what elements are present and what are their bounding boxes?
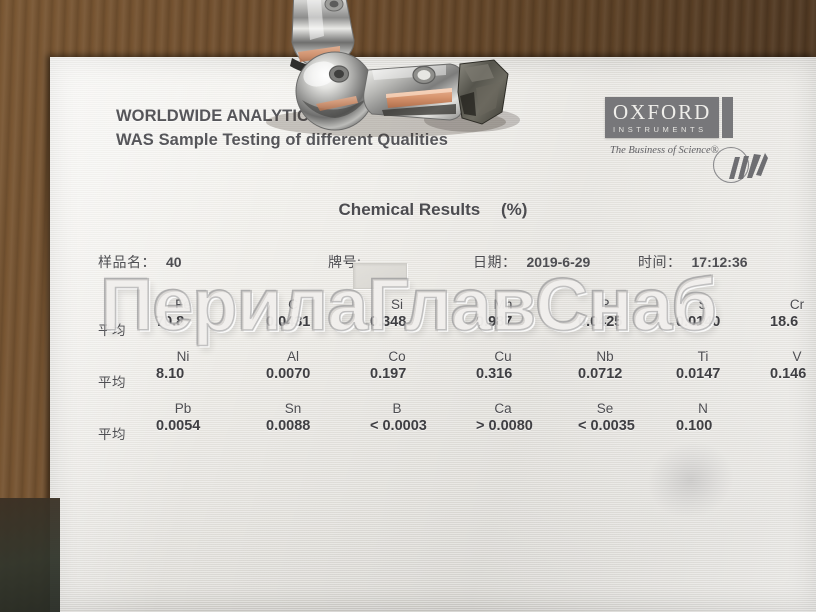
element-value: 0.348 (370, 314, 407, 330)
result-cell: Nb 0.0712 (578, 349, 670, 382)
result-row: 平均 Pb 0.0054 Sn 0.0088 B < 0.0003 Ca > 0… (98, 401, 810, 453)
result-cell: S 0.0140 (676, 297, 768, 330)
element-value: 0.0088 (266, 418, 311, 434)
row-average-label: 平均 (98, 323, 126, 338)
document-header: WORLDWIDE ANALYTICAL SY WAS Sample Testi… (116, 105, 448, 153)
result-cell: Pb 0.0054 (156, 401, 248, 434)
element-symbol: Ca (494, 401, 512, 416)
results-title-text: Chemical Results (338, 200, 481, 219)
meta-sample-name: 样品名： 40 (98, 252, 182, 272)
logo-box: OXFORD INSTRUMENTS (605, 97, 765, 138)
element-value: 0.316 (476, 366, 513, 382)
element-symbol: N (698, 401, 708, 416)
result-cell: N 0.100 (676, 401, 768, 434)
result-row: 平均 Ni 8.10 Al 0.0070 Co 0.197 Cu 0.316 (98, 349, 810, 401)
element-symbol: V (792, 349, 802, 364)
element-value: 0.987 (476, 314, 513, 330)
element-value: 0.0147 (676, 366, 721, 382)
element-symbol: Cr (789, 297, 805, 312)
meta-date-label: 日期： (473, 254, 517, 270)
header-line-2: WAS Sample Testing of different Qualitie… (116, 130, 449, 149)
element-value: < 0.0035 (578, 418, 635, 434)
meta-grade-label: 牌号: (328, 254, 362, 270)
sample-clamp-object (266, 0, 520, 137)
result-cell: Al 0.0070 (266, 349, 358, 382)
result-cell: Ti 0.0147 (676, 349, 768, 382)
result-cell: Se < 0.0035 (578, 401, 670, 434)
result-cell: Sn 0.0088 (266, 401, 358, 434)
chemical-results-grid: 平均 Fe 70.8 C 0.0431 Si 0.348 Mn 0.987 (98, 297, 810, 453)
result-cell: P 0.0425 (578, 297, 670, 330)
element-symbol: Ti (697, 349, 709, 364)
meta-sample-label: 样品名： (98, 254, 156, 270)
logo-brand-subtext: INSTRUMENTS (613, 125, 707, 134)
element-value: 0.0712 (578, 366, 623, 382)
result-cell: Co 0.197 (370, 349, 462, 382)
element-symbol: Nb (596, 349, 614, 364)
element-value: 0.0070 (266, 366, 311, 382)
element-value: 70.8 (156, 314, 185, 330)
result-cell: Cr 18.6 (770, 297, 816, 330)
element-value: 0.0054 (156, 418, 201, 434)
element-symbol: C (288, 297, 298, 312)
meta-time-label: 时间： (638, 254, 682, 270)
sample-meta-row: 样品名： 40 牌号: 日期： 2019-6-29 时间： 17:12:36 (98, 252, 798, 276)
result-cell: C 0.0431 (266, 297, 358, 330)
element-symbol: Se (596, 401, 614, 416)
element-value: 0.100 (676, 418, 713, 434)
row-average-label: 平均 (98, 375, 126, 390)
element-value: 0.0431 (266, 314, 311, 330)
meta-date-value: 2019-6-29 (526, 254, 591, 270)
row-average-label: 平均 (98, 427, 126, 442)
element-value: 18.6 (770, 314, 799, 330)
result-cell: Fe 70.8 (156, 297, 248, 330)
meta-time-value: 17:12:36 (691, 254, 748, 270)
logo-tagline: The Business of Science® (610, 144, 719, 156)
element-value: 0.197 (370, 366, 407, 382)
result-cell: Si 0.348 (370, 297, 462, 330)
was-logo-icon (712, 146, 768, 184)
element-value: 8.10 (156, 366, 185, 382)
element-value: 0.0425 (578, 314, 623, 330)
oxford-instruments-logo: OXFORD INSTRUMENTS The Business of Scien… (605, 97, 768, 184)
meta-sample-value: 40 (166, 254, 182, 270)
element-symbol: Al (286, 349, 299, 364)
meta-grade: 牌号: (328, 252, 371, 272)
logo-brand-text: OXFORD (613, 100, 712, 124)
element-value: 0.0140 (676, 314, 721, 330)
element-value: 0.146 (770, 366, 807, 382)
result-cell: B < 0.0003 (370, 401, 462, 434)
element-symbol: S (698, 297, 708, 312)
element-value: < 0.0003 (370, 418, 427, 434)
result-cell: Cu 0.316 (476, 349, 568, 382)
result-cell: Mn 0.987 (476, 297, 568, 330)
element-symbol: Cu (494, 349, 512, 364)
result-cell: Ni 8.10 (156, 349, 248, 382)
element-symbol: Ni (176, 349, 190, 364)
result-cell: V 0.146 (770, 349, 816, 382)
element-symbol: Sn (284, 401, 302, 416)
logo-brand-block: OXFORD INSTRUMENTS (605, 97, 720, 138)
results-unit: (%) (501, 200, 528, 219)
element-symbol: Co (388, 349, 406, 364)
element-symbol: Fe (175, 297, 191, 312)
element-symbol: Si (390, 297, 403, 312)
element-symbol: P (600, 297, 610, 312)
result-row: 平均 Fe 70.8 C 0.0431 Si 0.348 Mn 0.987 (98, 297, 810, 349)
element-value: > 0.0080 (476, 418, 533, 434)
header-line-1: WORLDWIDE ANALYTICAL SY (116, 107, 358, 125)
meta-time: 时间： 17:12:36 (638, 252, 748, 272)
element-symbol: B (392, 401, 402, 416)
logo-accent-bar (722, 97, 734, 138)
meta-date: 日期： 2019-6-29 (473, 252, 590, 272)
report-paper: WORLDWIDE ANALYTICAL SY WAS Sample Testi… (50, 57, 816, 612)
grade-input-box (353, 263, 407, 289)
page-title: Chemical Results (%) (50, 200, 816, 220)
element-symbol: Mn (493, 297, 513, 312)
result-cell: Ca > 0.0080 (476, 401, 568, 434)
element-symbol: Pb (174, 401, 192, 416)
